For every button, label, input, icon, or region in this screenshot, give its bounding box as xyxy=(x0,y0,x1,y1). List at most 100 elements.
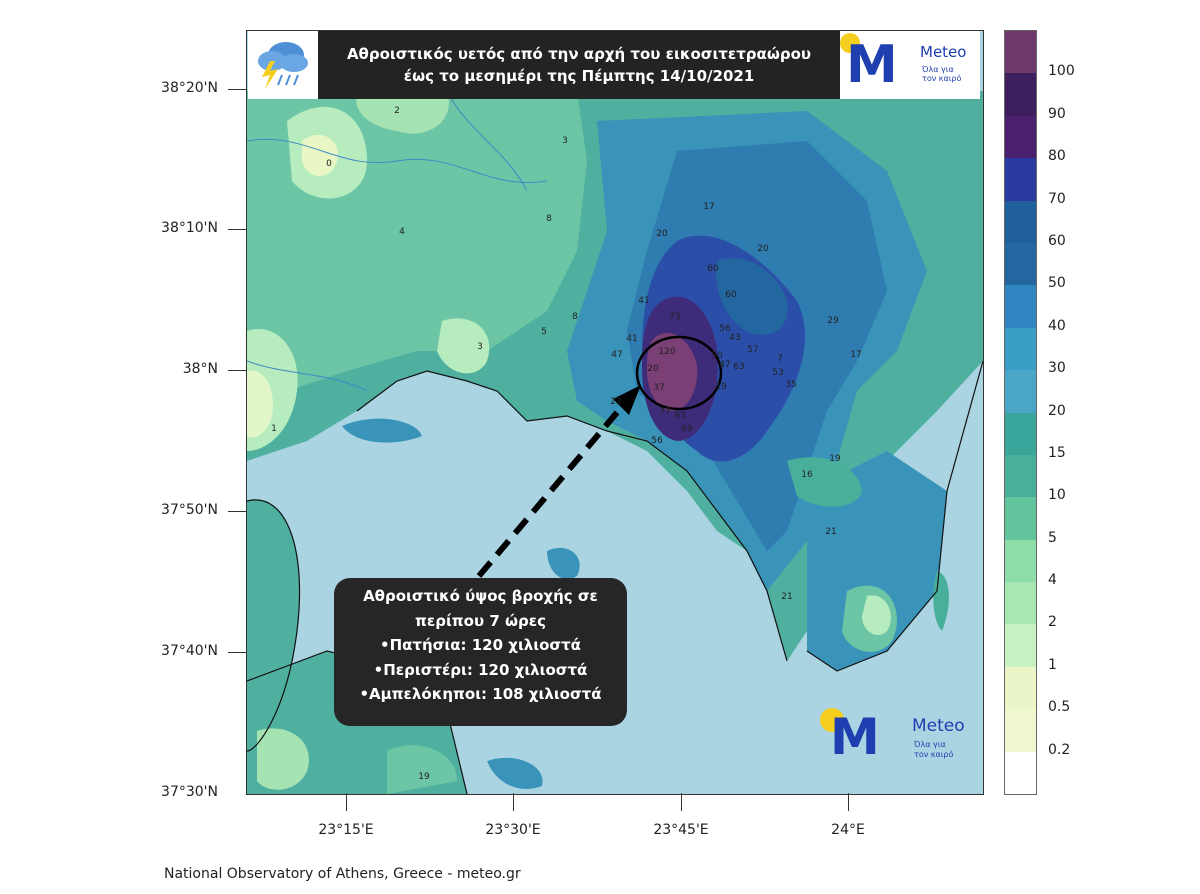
meteo-tagline-2: τον καιρό xyxy=(922,74,962,83)
meteo-tagline-1: Όλα για xyxy=(914,740,946,749)
lon-label-23-45: 23°45'E xyxy=(653,822,709,838)
legend-label: 1 xyxy=(1048,656,1057,673)
rainfall-value-label: 69 xyxy=(681,424,693,434)
lat-label-37-50: 37°50'N xyxy=(161,502,218,518)
map-title-header: Αθροιστικός υετός από την αρχή του εικοσ… xyxy=(248,31,980,99)
rainfall-value-label: 20 xyxy=(656,229,668,239)
rainfall-value-label: 29 xyxy=(827,316,839,326)
map-title-line-2: έως το μεσημέρι της Πέμπτης 14/10/2021 xyxy=(403,67,755,85)
rainfall-value-label: 53 xyxy=(772,368,783,378)
legend-cell xyxy=(1005,327,1036,371)
lat-label-38-20: 38°20'N xyxy=(161,80,218,96)
rainfall-value-label: 8 xyxy=(546,214,552,224)
rainfall-value-label: 41 xyxy=(638,296,649,306)
lon-tick xyxy=(848,793,849,811)
legend-cell xyxy=(1005,412,1036,456)
info-line: Αθροιστικό ύψος βροχής σε xyxy=(363,587,598,605)
sun-icon xyxy=(820,708,844,732)
rainfall-value-label: 17 xyxy=(703,202,714,212)
meteo-logo-top: M Meteo Όλα για τον καιρό xyxy=(840,31,980,99)
lon-label-24: 24°E xyxy=(831,822,865,838)
rainfall-value-label: 60 xyxy=(725,290,737,300)
legend-cell xyxy=(1005,73,1036,117)
rainfall-value-label: 56 xyxy=(651,436,663,446)
rainfall-value-label: 63 xyxy=(733,362,744,372)
footer-credit: National Observatory of Athens, Greece -… xyxy=(164,866,521,882)
legend-cell xyxy=(1005,200,1036,244)
rainfall-value-label: 19 xyxy=(715,382,727,392)
rainfall-value-label: 73 xyxy=(669,312,680,322)
legend-cell xyxy=(1005,31,1036,74)
legend-colorbar xyxy=(1004,30,1037,795)
legend-cell xyxy=(1005,751,1036,795)
legend-label: 2 xyxy=(1048,614,1057,631)
meteo-brand: Meteo xyxy=(912,716,965,736)
rainfall-value-label: 4 xyxy=(399,227,405,237)
rainfall-value-label: 43 xyxy=(729,333,740,343)
legend-label: 0.2 xyxy=(1048,741,1071,758)
rainfall-value-label: 93 xyxy=(674,411,685,421)
info-line: •Πατήσια: 120 χιλιοστά xyxy=(379,636,581,654)
legend-cell xyxy=(1005,624,1036,668)
rainfall-value-label: 60 xyxy=(707,264,719,274)
rainfall-value-label: 120 xyxy=(658,347,675,357)
legend-label: 4 xyxy=(1048,572,1057,589)
rainfall-value-label: 57 xyxy=(747,345,758,355)
meteo-tagline-2: τον καιρό xyxy=(914,750,954,759)
info-line: •Αμπελόκηποι: 108 χιλιοστά xyxy=(359,685,602,703)
lon-tick xyxy=(681,793,682,811)
rainfall-value-label: 7 xyxy=(777,354,783,364)
rainfall-value-label: 77 xyxy=(659,407,670,417)
info-line: •Περιστέρι: 120 χιλιοστά xyxy=(373,660,588,679)
legend-cell xyxy=(1005,242,1036,286)
map-title: Αθροιστικός υετός από την αρχή του εικοσ… xyxy=(318,31,840,99)
lat-label-38: 38°N xyxy=(182,361,218,377)
rainfall-value-label: 3 xyxy=(477,342,483,352)
meteo-m-icon: M xyxy=(846,35,898,95)
rainfall-value-label: 1 xyxy=(271,424,277,434)
lat-tick xyxy=(228,370,246,371)
legend-cell xyxy=(1005,454,1036,498)
legend-cell xyxy=(1005,497,1036,541)
lon-tick xyxy=(346,793,347,811)
rainfall-info-callout: Αθροιστικό ύψος βροχής σε περίπου 7 ώρες… xyxy=(334,578,627,726)
lat-tick xyxy=(228,652,246,653)
legend-label: 100 xyxy=(1048,63,1075,80)
lat-tick xyxy=(228,511,246,512)
lat-label-37-30: 37°30'N xyxy=(161,784,218,800)
lon-tick xyxy=(513,793,514,811)
lat-tick xyxy=(228,229,246,230)
legend-cell xyxy=(1005,666,1036,710)
legend-cell xyxy=(1005,115,1036,159)
rainfall-value-label: 3 xyxy=(562,136,568,146)
legend-label: 70 xyxy=(1048,190,1066,207)
rainfall-value-label: 47 xyxy=(719,360,730,370)
legend-label: 15 xyxy=(1048,444,1066,461)
legend-cell xyxy=(1005,285,1036,329)
legend-cell xyxy=(1005,158,1036,202)
rainfall-value-label: 19 xyxy=(418,772,430,782)
rainfall-value-label: 2 xyxy=(394,106,400,116)
legend-cell xyxy=(1005,539,1036,583)
sun-icon xyxy=(840,33,860,53)
legend-cell xyxy=(1005,582,1036,625)
rainfall-value-label: 20 xyxy=(647,364,659,374)
lon-label-23-15: 23°15'E xyxy=(318,822,374,838)
rainfall-value-label: 35 xyxy=(785,380,796,390)
rainfall-value-label: 22 xyxy=(610,397,621,407)
rainfall-value-label: 47 xyxy=(611,350,622,360)
meteo-logo-bottom: M Meteo Όλα για τον καιρό xyxy=(820,706,980,766)
legend-cell xyxy=(1005,370,1036,413)
rain-cloud-icon xyxy=(248,31,318,99)
lon-label-23-30: 23°30'E xyxy=(485,822,541,838)
rainfall-value-label: 19 xyxy=(829,454,841,464)
info-line: περίπου 7 ώρες xyxy=(415,611,546,630)
lat-tick xyxy=(228,89,246,90)
legend-label: 10 xyxy=(1048,487,1066,504)
rainfall-value-label: 41 xyxy=(626,334,637,344)
legend-label: 20 xyxy=(1048,402,1066,419)
legend-cell xyxy=(1005,709,1036,753)
rainfall-value-label: 50 xyxy=(711,351,723,361)
lat-label-38-10: 38°10'N xyxy=(161,220,218,236)
rainfall-value-label: 0 xyxy=(326,159,332,169)
